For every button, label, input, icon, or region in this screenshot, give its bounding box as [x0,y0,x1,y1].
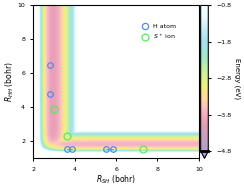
X-axis label: $R_{SH}$ (bohr): $R_{SH}$ (bohr) [96,173,136,186]
Y-axis label: Energy (eV): Energy (eV) [234,58,241,99]
Y-axis label: $R_{HH}$ (bohr): $R_{HH}$ (bohr) [3,61,16,102]
Legend: H atom, $S^+$ ion: H atom, $S^+$ ion [137,21,179,43]
PathPatch shape [201,151,208,158]
